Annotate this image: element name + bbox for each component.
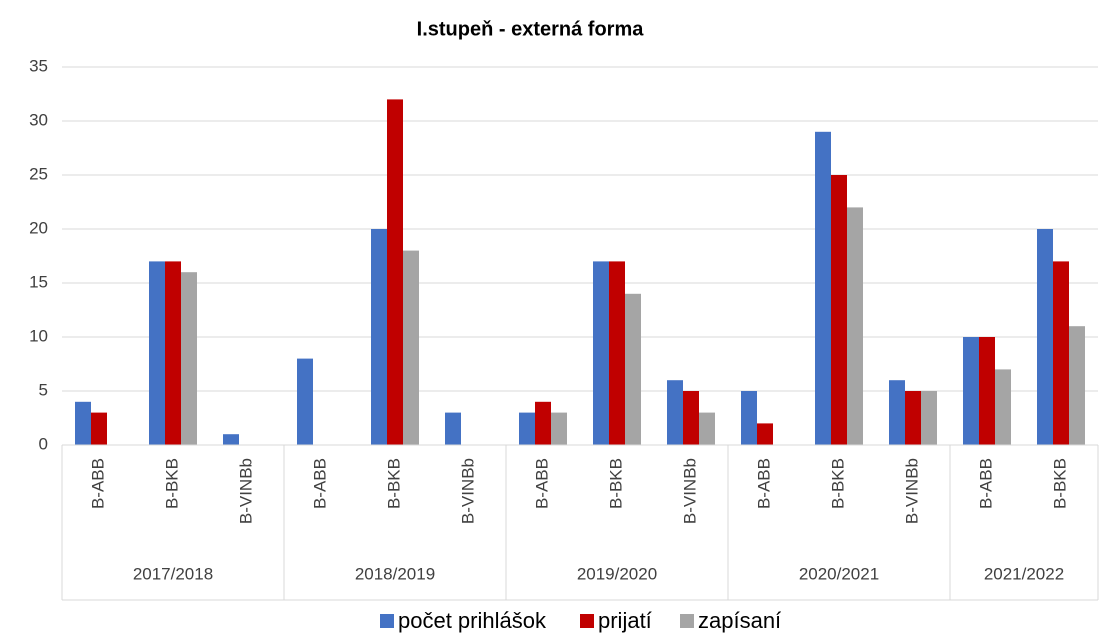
bar xyxy=(667,380,683,445)
bar xyxy=(593,261,609,445)
bar xyxy=(551,412,567,445)
y-tick-label: 15 xyxy=(29,272,48,291)
bar xyxy=(91,412,107,445)
bar xyxy=(445,412,461,445)
legend-swatch xyxy=(380,614,394,628)
bar xyxy=(609,261,625,445)
group-label: 2017/2018 xyxy=(133,564,213,583)
y-tick-label: 30 xyxy=(29,110,48,129)
x-tick-label: B-BKB xyxy=(606,458,625,509)
bar xyxy=(815,131,831,446)
bar xyxy=(699,412,715,445)
group-label: 2018/2019 xyxy=(355,564,435,583)
bar xyxy=(741,391,757,445)
bar xyxy=(1053,261,1069,445)
bar xyxy=(921,391,937,445)
bar xyxy=(979,337,995,445)
group-label: 2020/2021 xyxy=(799,564,879,583)
y-tick-label: 0 xyxy=(39,434,48,453)
group-label: 2021/2022 xyxy=(984,564,1064,583)
bar xyxy=(165,261,181,445)
bar xyxy=(757,423,773,445)
bar xyxy=(181,272,197,445)
bar xyxy=(223,434,239,445)
chart-title: I.stupeň - externá forma xyxy=(417,18,645,40)
x-tick-label: B-ABB xyxy=(310,458,329,509)
legend-swatch xyxy=(680,614,694,628)
x-tick-label: B-VINBb xyxy=(458,458,477,524)
y-tick-label: 5 xyxy=(39,380,48,399)
x-tick-label: B-BKB xyxy=(1050,458,1069,509)
bar xyxy=(963,337,979,445)
x-tick-label: B-ABB xyxy=(532,458,551,509)
bar xyxy=(995,369,1011,445)
bar xyxy=(297,358,313,445)
bar xyxy=(149,261,165,445)
bar xyxy=(519,412,535,445)
y-tick-label: 35 xyxy=(29,56,48,75)
x-tick-label: B-VINBb xyxy=(236,458,255,524)
bar xyxy=(403,250,419,445)
group-label: 2019/2020 xyxy=(577,564,657,583)
bar xyxy=(1069,326,1085,445)
x-tick-label: B-BKB xyxy=(162,458,181,509)
y-tick-label: 10 xyxy=(29,326,48,345)
bar xyxy=(683,391,699,445)
x-tick-label: B-BKB xyxy=(828,458,847,509)
x-tick-label: B-BKB xyxy=(384,458,403,509)
legend-label: počet prihlášok xyxy=(398,608,547,633)
bar xyxy=(905,391,921,445)
x-tick-label: B-ABB xyxy=(976,458,995,509)
x-tick-label: B-VINBb xyxy=(902,458,921,524)
bar xyxy=(371,229,387,445)
bar xyxy=(1037,229,1053,445)
bar xyxy=(387,99,403,446)
x-tick-label: B-ABB xyxy=(88,458,107,509)
bar xyxy=(889,380,905,445)
legend-label: prijatí xyxy=(598,608,652,633)
bar xyxy=(831,175,847,445)
x-tick-label: B-ABB xyxy=(754,458,773,509)
y-tick-label: 25 xyxy=(29,164,48,183)
x-tick-label: B-VINBb xyxy=(680,458,699,524)
legend-label: zapísaní xyxy=(698,608,781,633)
bar xyxy=(535,401,551,445)
legend-swatch xyxy=(580,614,594,628)
bar xyxy=(625,293,641,445)
y-tick-label: 20 xyxy=(29,218,48,237)
bar xyxy=(75,401,91,445)
bar xyxy=(847,207,863,445)
